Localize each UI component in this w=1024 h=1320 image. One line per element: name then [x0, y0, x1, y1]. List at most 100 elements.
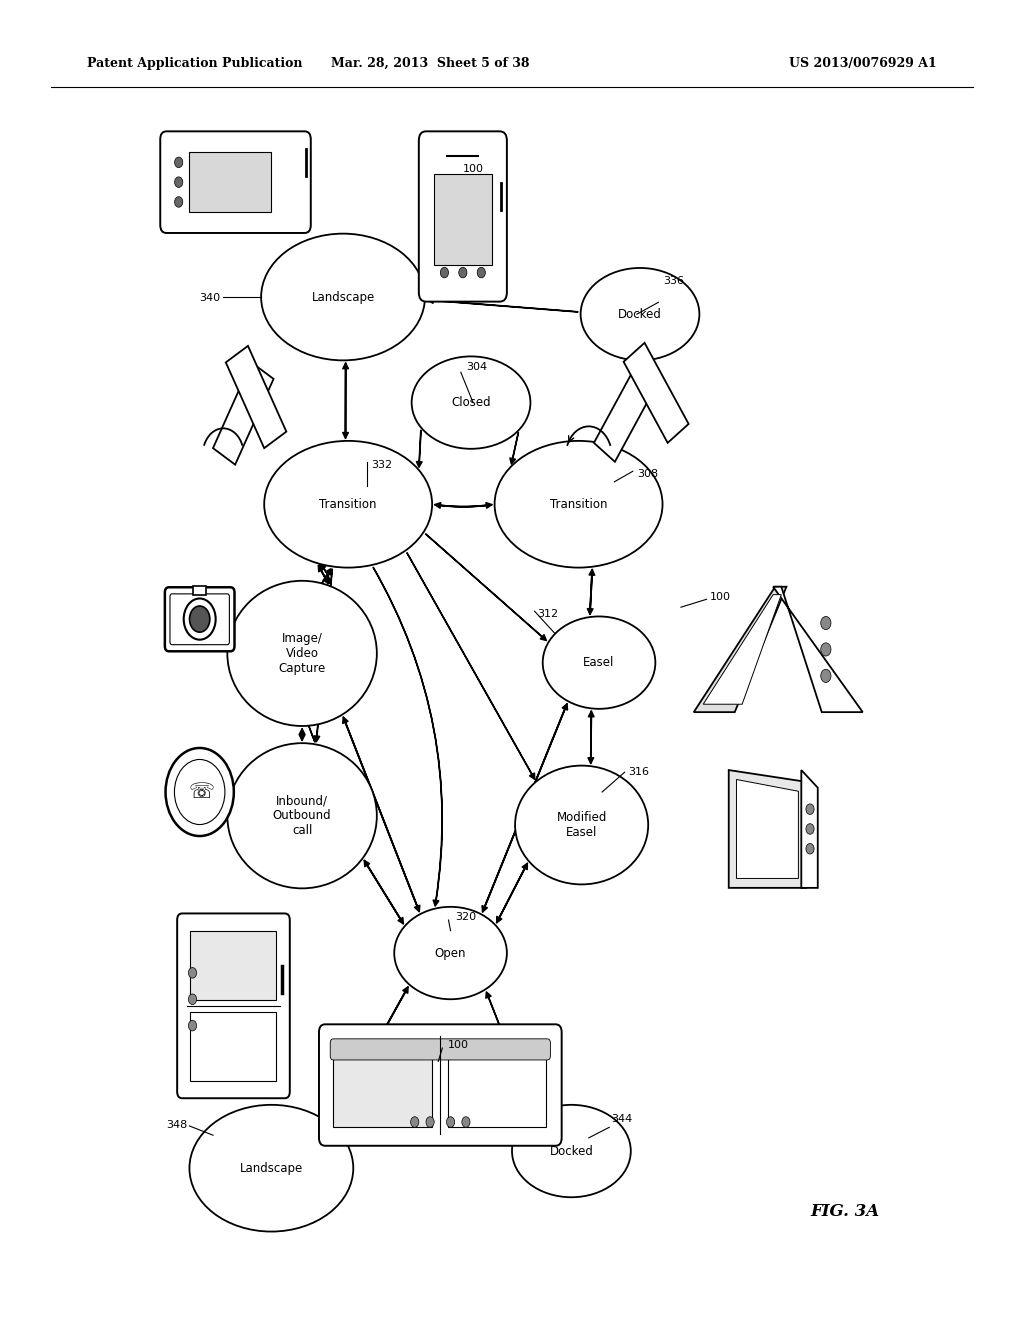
Circle shape	[821, 643, 831, 656]
FancyArrowPatch shape	[299, 569, 331, 742]
Text: FIG. 3A: FIG. 3A	[810, 1204, 880, 1220]
Text: 324: 324	[169, 767, 190, 777]
Bar	[334, 1043, 432, 1127]
FancyArrowPatch shape	[299, 729, 305, 741]
Bar	[213, 363, 273, 465]
Text: 328: 328	[169, 599, 190, 610]
Circle shape	[188, 968, 197, 978]
Text: Modified
Easel: Modified Easel	[556, 810, 607, 840]
FancyArrowPatch shape	[482, 704, 567, 912]
Ellipse shape	[512, 1105, 631, 1197]
Circle shape	[188, 1020, 197, 1031]
Polygon shape	[773, 586, 862, 713]
FancyArrowPatch shape	[435, 503, 492, 508]
Circle shape	[188, 994, 197, 1005]
Polygon shape	[703, 594, 781, 704]
FancyArrowPatch shape	[426, 533, 547, 640]
FancyBboxPatch shape	[177, 913, 290, 1098]
Circle shape	[806, 843, 814, 854]
Circle shape	[411, 1117, 419, 1127]
Ellipse shape	[412, 356, 530, 449]
Ellipse shape	[264, 441, 432, 568]
FancyArrowPatch shape	[318, 565, 329, 583]
Text: 332: 332	[371, 459, 392, 470]
FancyArrowPatch shape	[343, 363, 348, 438]
Circle shape	[440, 267, 449, 277]
FancyArrowPatch shape	[588, 711, 594, 763]
FancyArrowPatch shape	[365, 861, 403, 924]
Bar	[434, 174, 492, 265]
Ellipse shape	[515, 766, 648, 884]
FancyArrowPatch shape	[373, 568, 442, 906]
Text: Closed: Closed	[452, 396, 490, 409]
FancyArrowPatch shape	[497, 863, 527, 923]
Polygon shape	[736, 780, 799, 878]
Text: 308: 308	[637, 469, 658, 479]
FancyArrowPatch shape	[343, 717, 420, 912]
Text: ☏: ☏	[188, 781, 215, 803]
Text: 320: 320	[456, 912, 477, 923]
FancyArrowPatch shape	[485, 991, 534, 1113]
Polygon shape	[729, 770, 806, 888]
FancyArrowPatch shape	[435, 503, 492, 508]
Text: 348: 348	[166, 1119, 187, 1130]
Text: 312: 312	[538, 609, 559, 619]
Ellipse shape	[261, 234, 425, 360]
Circle shape	[183, 598, 216, 640]
FancyArrowPatch shape	[589, 711, 594, 763]
FancyArrowPatch shape	[588, 569, 593, 614]
Ellipse shape	[394, 907, 507, 999]
FancyArrowPatch shape	[428, 298, 578, 312]
FancyBboxPatch shape	[165, 587, 234, 651]
Circle shape	[174, 759, 225, 825]
Text: Easel: Easel	[584, 656, 614, 669]
FancyArrowPatch shape	[343, 363, 348, 438]
Circle shape	[806, 824, 814, 834]
FancyBboxPatch shape	[419, 132, 507, 302]
FancyBboxPatch shape	[160, 132, 311, 232]
FancyArrowPatch shape	[333, 987, 409, 1122]
Text: 344: 344	[611, 1114, 633, 1125]
Circle shape	[459, 267, 467, 277]
Text: Inbound/
Outbound
call: Inbound/ Outbound call	[272, 795, 332, 837]
Circle shape	[446, 1117, 455, 1127]
Ellipse shape	[543, 616, 655, 709]
Polygon shape	[694, 586, 786, 713]
Bar	[193, 586, 207, 594]
Bar	[594, 362, 658, 462]
FancyArrowPatch shape	[497, 863, 527, 923]
Circle shape	[821, 616, 831, 630]
FancyBboxPatch shape	[170, 594, 229, 644]
Bar	[449, 1043, 547, 1127]
Text: Landscape: Landscape	[311, 290, 375, 304]
Text: Transition: Transition	[550, 498, 607, 511]
FancyArrowPatch shape	[510, 433, 518, 465]
Bar	[624, 343, 688, 444]
Ellipse shape	[227, 743, 377, 888]
FancyArrowPatch shape	[589, 569, 595, 614]
FancyArrowPatch shape	[333, 987, 408, 1122]
Circle shape	[806, 804, 814, 814]
Circle shape	[174, 197, 183, 207]
Text: 100: 100	[447, 1040, 469, 1051]
FancyArrowPatch shape	[319, 565, 330, 583]
Text: Mar. 28, 2013  Sheet 5 of 38: Mar. 28, 2013 Sheet 5 of 38	[331, 57, 529, 70]
FancyArrowPatch shape	[314, 569, 333, 742]
Circle shape	[174, 177, 183, 187]
Ellipse shape	[189, 1105, 353, 1232]
FancyArrowPatch shape	[365, 861, 403, 924]
Text: 336: 336	[664, 276, 685, 286]
Circle shape	[174, 157, 183, 168]
FancyArrowPatch shape	[407, 553, 535, 779]
FancyArrowPatch shape	[299, 729, 305, 741]
Text: Image/
Video
Capture: Image/ Video Capture	[279, 632, 326, 675]
Circle shape	[477, 267, 485, 277]
Circle shape	[189, 606, 210, 632]
Text: Patent Application Publication: Patent Application Publication	[87, 57, 302, 70]
Bar	[226, 346, 287, 449]
Text: Docked: Docked	[618, 308, 662, 321]
FancyBboxPatch shape	[330, 1039, 551, 1060]
FancyArrowPatch shape	[482, 704, 567, 912]
Text: 340: 340	[200, 293, 221, 304]
Bar	[190, 931, 276, 1001]
